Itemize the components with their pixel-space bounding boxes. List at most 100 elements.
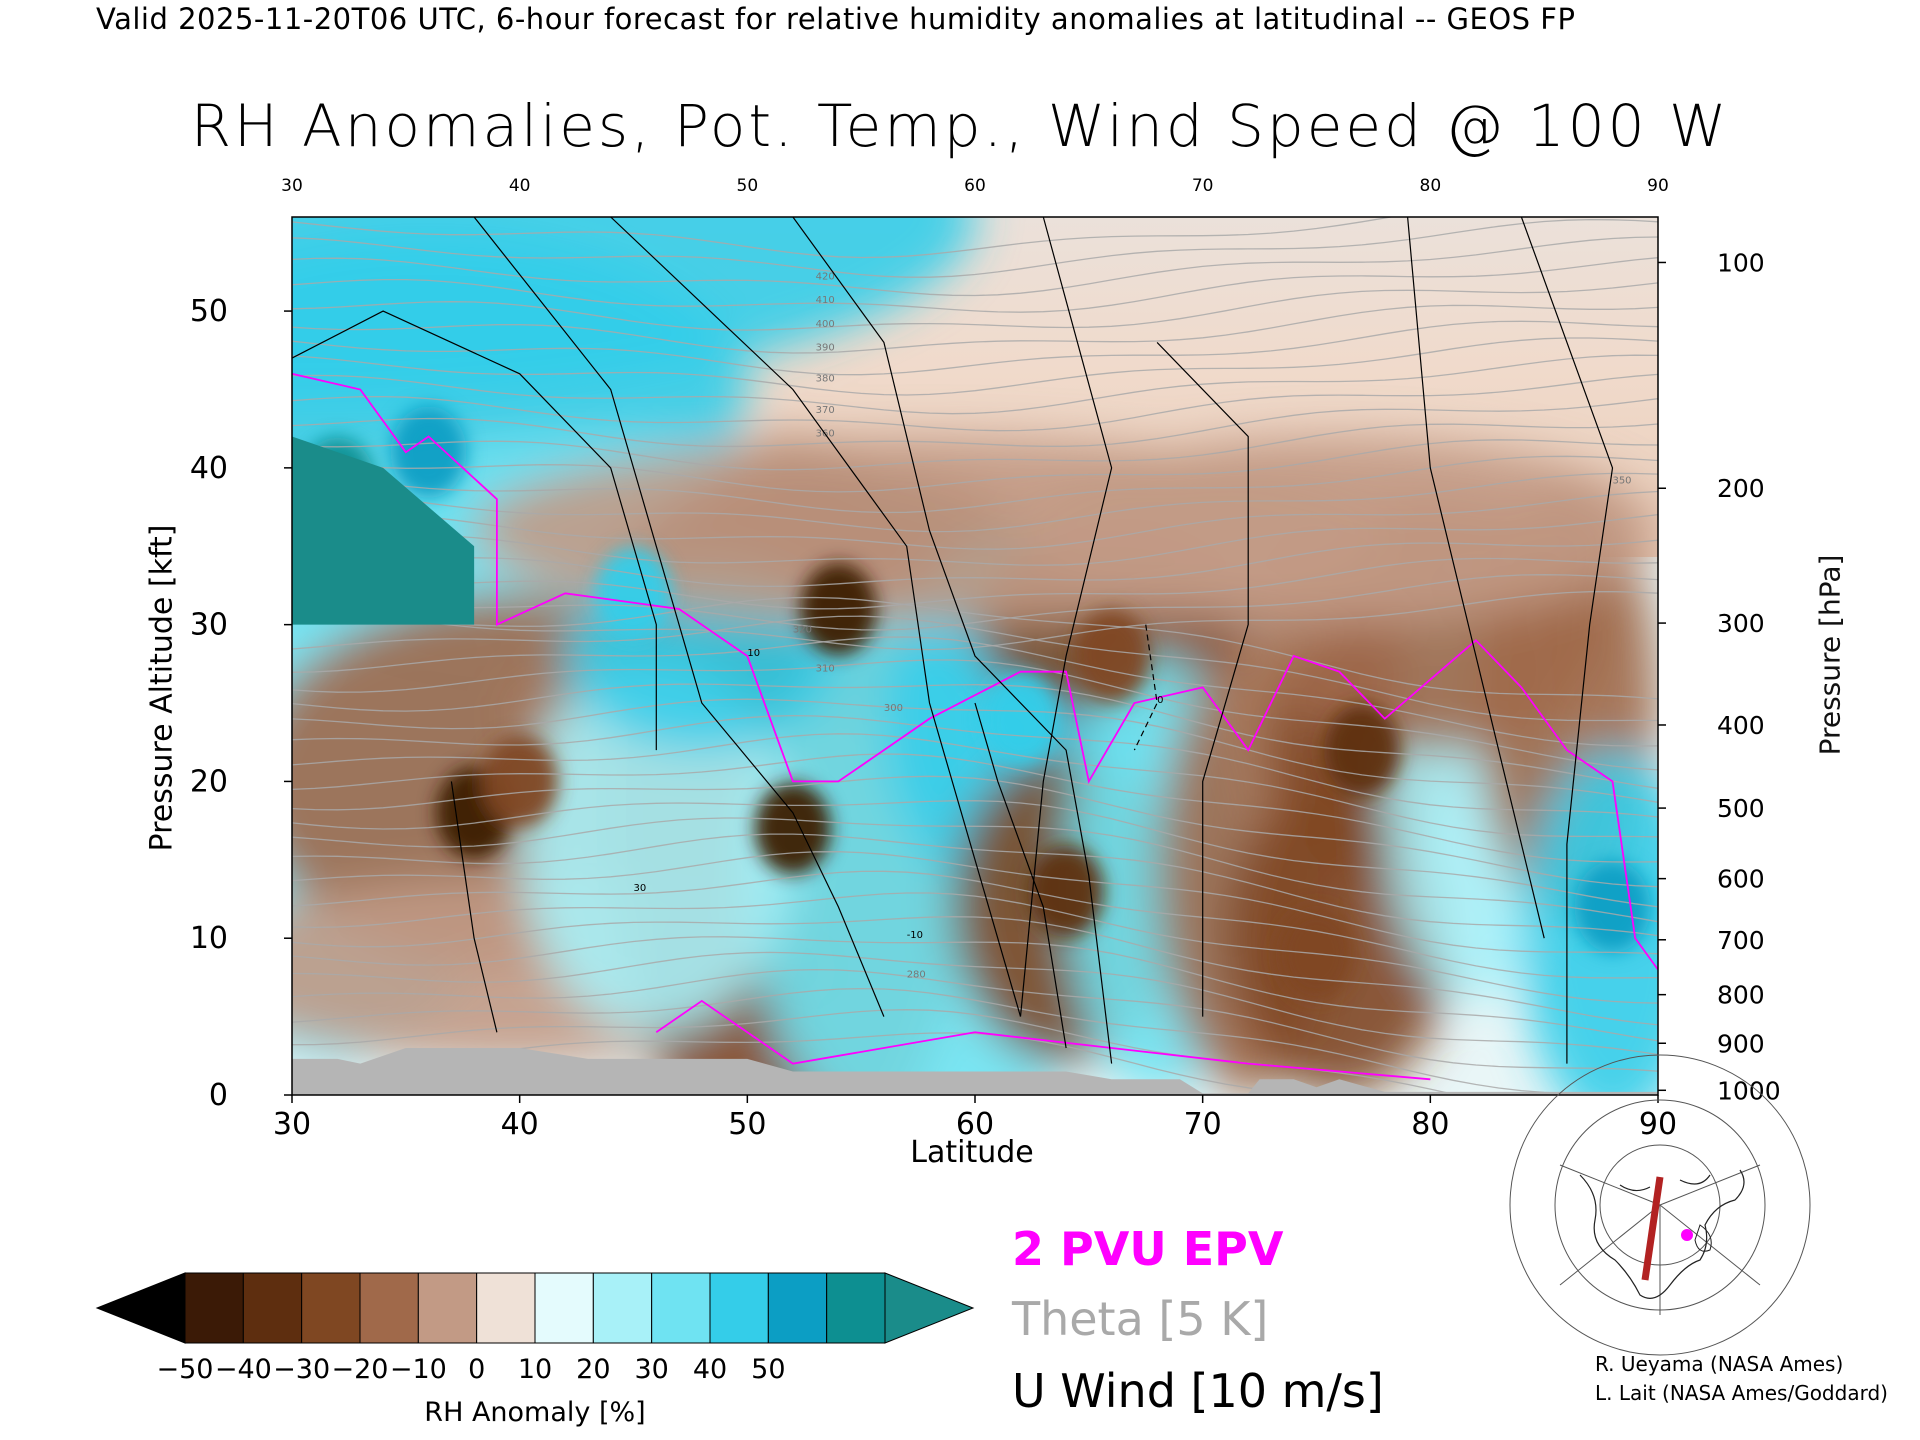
rh-feature	[754, 782, 831, 875]
colorbar-swatch	[534, 1272, 594, 1344]
theta-label: 350	[1612, 476, 1631, 487]
theta-contour	[292, 513, 1658, 566]
theta-contour	[292, 987, 1658, 1095]
rh-feature	[1574, 860, 1651, 953]
wind-contour	[1019, 217, 1113, 1017]
colorbar-tick-label: −30	[273, 1354, 330, 1385]
chart-title: RH Anomalies, Pot. Temp., Wind Speed @ 1…	[190, 92, 1730, 160]
colorbar-tick-label: 50	[751, 1354, 785, 1385]
theta-contour	[292, 539, 1658, 588]
theta-label: 320	[793, 624, 812, 635]
wind-label: 0	[1157, 695, 1163, 706]
theta-label: 420	[816, 272, 835, 283]
wind-label: 10	[747, 648, 760, 659]
theta-contour	[292, 733, 1658, 838]
epv-contour-low	[655, 999, 1431, 1081]
rh-field	[292, 217, 1658, 1095]
theta-label: 380	[816, 374, 835, 385]
theta-contour	[292, 775, 1658, 888]
theta-contour	[292, 870, 1658, 979]
theta-contour	[292, 236, 1658, 297]
theta-contour	[292, 851, 1658, 955]
y-tick-label-right: 100	[1717, 248, 1765, 277]
epv-contour	[292, 372, 1658, 971]
y-tick-label-right: 1000	[1717, 1076, 1781, 1105]
x-tick-label: 50	[728, 1107, 766, 1142]
header-text: Valid 2025-11-20T06 UTC, 6-hour forecast…	[96, 2, 1576, 36]
colorbar-swatch	[767, 1272, 828, 1344]
x-tick-label: 70	[1184, 1107, 1222, 1142]
wind-contours: 10 300 -10	[292, 217, 1614, 1064]
rh-feature	[982, 672, 1059, 765]
theta-label: 370	[816, 405, 835, 416]
theta-contour	[292, 615, 1658, 722]
colorbar-tick-label: −20	[332, 1354, 389, 1385]
theta-contour	[292, 373, 1658, 432]
wind-contour	[1156, 341, 1249, 1017]
theta-contour	[292, 968, 1658, 1072]
wind-contour	[1520, 217, 1614, 1064]
y-tick-label-left: 30	[190, 608, 228, 643]
colorbar-swatch	[592, 1272, 653, 1344]
wind-contour	[974, 702, 1067, 1049]
theta-contour	[292, 817, 1658, 923]
y-tick-label-right: 700	[1717, 926, 1765, 955]
terrain-fill	[292, 1048, 1658, 1095]
theta-contour	[292, 636, 1658, 747]
theta-contour	[292, 753, 1658, 863]
y-tick-label-left: 10	[190, 921, 228, 956]
theta-label: 400	[816, 319, 835, 330]
colorbar-tick-label: 10	[518, 1354, 552, 1385]
wind-contour	[292, 310, 657, 751]
theta-label: 390	[816, 342, 835, 353]
theta-label: 300	[884, 703, 903, 714]
wind-contour	[610, 217, 1022, 1017]
x-tick-label-top: 60	[964, 176, 986, 196]
colorbar-tick-label: −50	[157, 1354, 214, 1385]
colorbar-swatch	[301, 1272, 361, 1344]
y-tick-label-left: 0	[209, 1078, 228, 1113]
rh-blob	[519, 656, 793, 1033]
y-tick-label-right: 200	[1717, 474, 1765, 503]
y-tick-label-right: 600	[1717, 865, 1765, 894]
legend-theta: Theta [5 K]	[1012, 1292, 1269, 1346]
x-tick-label: 40	[501, 1107, 539, 1142]
theta-contour	[292, 217, 1395, 259]
y-tick-label-right: 300	[1717, 609, 1765, 638]
y-axis-label-left: Pressure Altitude [kft]	[144, 524, 180, 852]
theta-contour	[292, 936, 1658, 1042]
axis-ticks	[284, 261, 1666, 1103]
x-tick-label: 80	[1411, 1107, 1449, 1142]
y-tick-label-right: 400	[1717, 711, 1765, 740]
theta-contour	[292, 833, 1658, 937]
colorbar-over-arrow	[884, 1272, 975, 1344]
colorbar-swatch	[417, 1272, 478, 1344]
colorbar-swatch	[826, 1272, 886, 1344]
colorbar-tick-label: 20	[576, 1354, 610, 1385]
x-tick-label-top: 30	[281, 176, 303, 196]
y-tick-label-left: 20	[190, 764, 228, 799]
theta-contour	[292, 398, 1658, 448]
x-tick-label-top: 40	[509, 176, 531, 196]
theta-contour	[292, 282, 1658, 331]
axis-tick-labels: 3030404050506060707080809090010203040501…	[190, 176, 1781, 1142]
y-tick-label-right: 900	[1717, 1029, 1765, 1058]
wind-label: -10	[907, 930, 923, 941]
theta-contour	[292, 304, 1658, 354]
x-tick-label-top: 50	[737, 176, 759, 196]
theta-contour	[292, 892, 1658, 1004]
colorbar-swatch	[709, 1272, 769, 1344]
rh-feature	[481, 735, 558, 828]
theta-contour	[292, 596, 1658, 700]
colorbar-tick-label: 30	[634, 1354, 668, 1385]
theta-contour	[292, 320, 1658, 376]
x-tick-label-top: 80	[1420, 176, 1442, 196]
y-tick-label-left: 40	[190, 451, 228, 486]
theta-contour	[292, 714, 1658, 818]
colorbar-swatch	[184, 1272, 244, 1344]
legend-epv: 2 PVU EPV	[1012, 1222, 1284, 1276]
theta-contour	[292, 698, 1658, 803]
theta-contour	[292, 439, 1658, 493]
